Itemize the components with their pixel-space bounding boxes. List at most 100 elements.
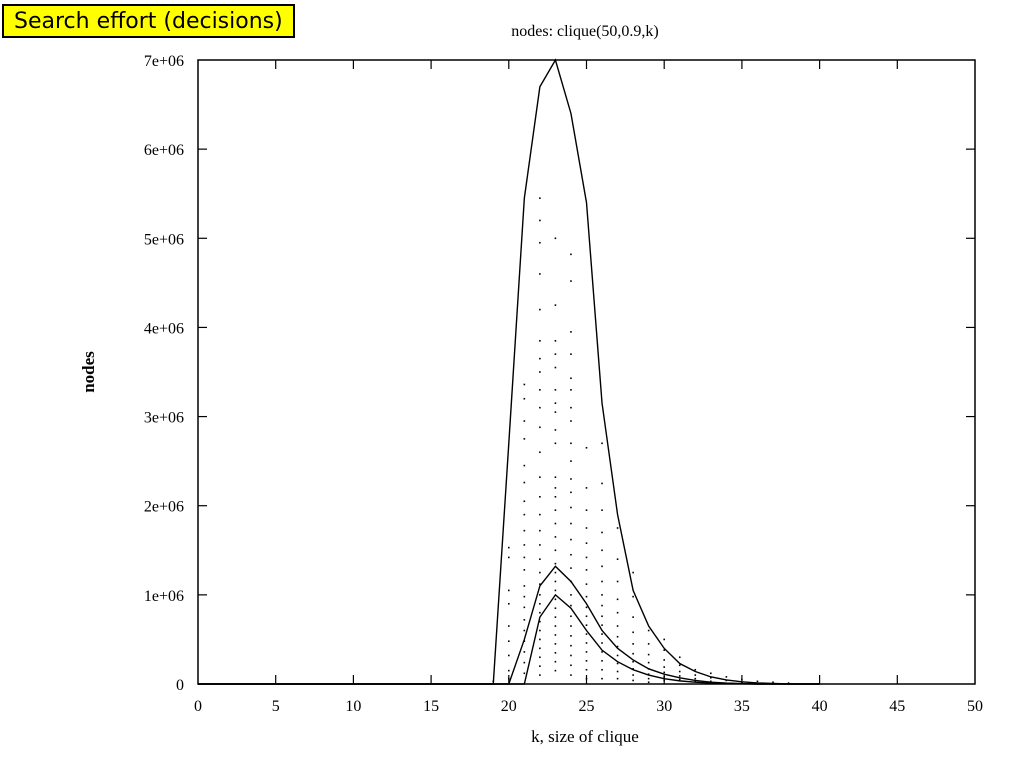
scatter-point — [585, 606, 588, 609]
scatter-point — [616, 527, 619, 529]
scatter-point — [585, 569, 588, 571]
scatter-point — [523, 569, 526, 571]
scatter-point — [678, 678, 681, 681]
scatter-point — [725, 676, 728, 678]
scatter-point — [554, 340, 557, 342]
scatter-point — [663, 666, 665, 668]
y-tick-label: 5e+06 — [144, 231, 184, 248]
y-tick-label: 7e+06 — [144, 53, 184, 70]
scatter-point — [601, 509, 603, 511]
scatter-point — [678, 664, 681, 667]
scatter-point — [539, 656, 541, 659]
scatter-point — [523, 672, 526, 675]
scatter-point — [523, 651, 526, 653]
scatter-point — [616, 625, 619, 627]
scatter-point — [554, 402, 557, 404]
banner-text: Search effort (decisions) — [14, 8, 283, 34]
scatter-point — [694, 677, 697, 680]
scatter-point — [570, 604, 572, 607]
scatter-point — [523, 629, 526, 632]
series-lines — [198, 58, 820, 685]
scatter-point — [663, 659, 665, 661]
scatter-point — [616, 662, 619, 665]
scatter-point — [570, 460, 572, 462]
scatter-point — [601, 565, 603, 568]
scatter-point — [508, 640, 510, 643]
y-tick-label: 1e+06 — [144, 588, 184, 605]
scatter-point — [694, 668, 697, 671]
scatter-point — [539, 583, 541, 585]
scatter-point — [663, 638, 665, 641]
scatter-point — [585, 642, 588, 644]
scatter-point — [523, 556, 526, 559]
y-tick-label: 3e+06 — [144, 410, 184, 427]
scatter-point — [678, 675, 681, 677]
scatter-point — [570, 522, 572, 525]
scatter-point — [539, 340, 541, 342]
scatter-point — [585, 660, 588, 662]
scatter-point — [523, 585, 526, 587]
scatter-point — [570, 389, 572, 391]
x-tick-label: 45 — [889, 698, 905, 715]
scatter-point — [554, 411, 557, 413]
scatter-point — [523, 420, 526, 422]
scatter-point — [539, 629, 541, 632]
scatter-point — [663, 649, 665, 651]
scatter-point — [570, 615, 572, 618]
series-line-2 — [198, 565, 820, 685]
scatter-point — [585, 677, 588, 680]
scatter-point — [570, 280, 572, 282]
scatter-point — [601, 633, 603, 635]
scatter-point — [632, 674, 634, 676]
scatter-point — [585, 651, 588, 653]
x-tick-label: 10 — [345, 698, 361, 715]
scatter-point — [585, 615, 588, 618]
scatter-point — [523, 529, 526, 532]
scatter-point — [523, 606, 526, 609]
scatter-point — [616, 645, 619, 648]
x-tick-label: 50 — [967, 698, 983, 715]
scatter-point — [539, 602, 541, 605]
scatter-point — [539, 357, 541, 360]
y-tick-label: 6e+06 — [144, 142, 184, 159]
scatter-point — [663, 676, 665, 678]
scatter-point — [647, 653, 650, 656]
scatter-point — [632, 595, 634, 598]
scatter-point — [601, 604, 603, 607]
scatter-point — [601, 615, 603, 618]
scatter-point — [616, 677, 619, 680]
scatter-point — [616, 670, 619, 673]
scatter-point — [554, 509, 557, 511]
scatter-point — [756, 680, 759, 683]
scatter-point — [616, 558, 619, 560]
y-axis-ticks: 0 1e+06 2e+06 3e+06 4e+06 5e+06 6e+06 7e+06 — [144, 53, 975, 694]
scatter-point — [616, 598, 619, 601]
scatter-point — [554, 571, 557, 574]
scatter-point — [616, 635, 619, 638]
scatter-point — [601, 594, 603, 596]
scatter-point — [632, 660, 634, 663]
scatter-point — [539, 389, 541, 391]
x-tick-label: 15 — [423, 698, 439, 715]
scatter-point — [523, 438, 526, 440]
scatter-point — [632, 679, 634, 682]
x-tick-label: 25 — [579, 698, 595, 715]
scatter-point — [585, 668, 588, 671]
scatter-points — [492, 197, 790, 684]
scatter-point — [554, 625, 557, 627]
scatter-point — [554, 304, 557, 306]
scatter-point — [523, 464, 526, 467]
y-tick-label: 4e+06 — [144, 320, 184, 337]
scatter-point — [694, 680, 697, 683]
scatter-point — [632, 571, 634, 574]
scatter-point — [523, 544, 526, 546]
scatter-point — [647, 643, 650, 645]
scatter-point — [663, 671, 665, 674]
scatter-point — [539, 371, 541, 373]
y-tick-label: 0 — [176, 677, 184, 694]
scatter-point — [632, 652, 634, 655]
scatter-point — [554, 562, 557, 565]
scatter-point — [570, 253, 572, 256]
scatter-point — [539, 544, 541, 546]
scatter-point — [539, 241, 541, 244]
